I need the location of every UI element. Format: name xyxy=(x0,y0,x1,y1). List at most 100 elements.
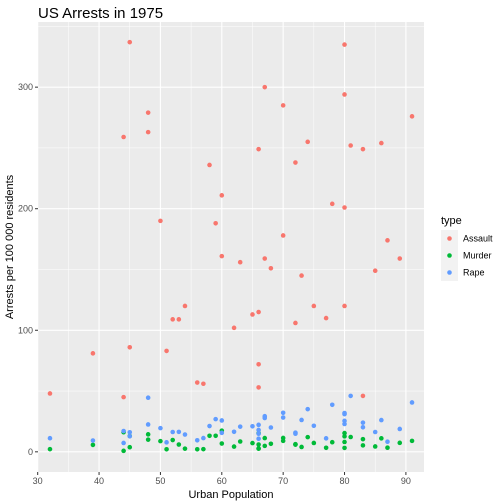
assault-point xyxy=(90,351,96,356)
assault-point xyxy=(293,320,298,326)
rape-point xyxy=(182,432,188,437)
rape-point xyxy=(256,436,261,441)
assault-point xyxy=(219,253,225,259)
murder-point xyxy=(262,435,268,441)
plot-panel xyxy=(38,22,424,472)
legend-label-rape: Rape xyxy=(463,268,485,278)
murder-point xyxy=(213,433,218,439)
assault-point xyxy=(342,205,347,210)
rape-point xyxy=(170,429,176,435)
rape-point xyxy=(250,423,255,429)
rape-point xyxy=(164,440,169,445)
rape-point xyxy=(127,429,133,435)
rape-point xyxy=(158,425,163,431)
assault-point xyxy=(213,220,218,226)
rape-point xyxy=(348,393,353,399)
legend-swatch-rape xyxy=(447,270,452,275)
rape-point xyxy=(305,406,311,412)
x-tick-label: 90 xyxy=(401,476,411,486)
rape-point xyxy=(127,433,133,439)
rape-point xyxy=(213,416,218,422)
assault-point xyxy=(342,303,347,309)
assault-point xyxy=(280,233,286,238)
assault-point xyxy=(360,146,366,152)
rape-point xyxy=(256,431,261,437)
legend-label-assault: Assault xyxy=(463,234,493,244)
assault-point xyxy=(182,303,188,309)
rape-point xyxy=(342,418,347,424)
rape-point xyxy=(256,427,261,433)
assault-point xyxy=(262,256,268,261)
murder-point xyxy=(342,439,347,445)
murder-point xyxy=(311,440,317,446)
murder-point xyxy=(262,443,268,449)
rape-point xyxy=(372,429,378,435)
rape-point xyxy=(207,423,212,429)
minor-gridlines xyxy=(38,22,424,472)
assault-point xyxy=(127,39,133,45)
murder-point xyxy=(201,446,206,452)
murder-point xyxy=(299,444,304,450)
rape-point xyxy=(342,421,347,427)
murder-point xyxy=(127,444,133,450)
y-tick-label: 0 xyxy=(28,447,33,457)
rape-point xyxy=(121,428,126,434)
assault-point xyxy=(329,201,335,207)
rape-point xyxy=(176,429,182,435)
rape-point xyxy=(385,439,390,445)
y-tick-label: 100 xyxy=(18,325,33,335)
rape-point xyxy=(329,402,335,408)
murder-point xyxy=(237,439,243,444)
legend-title: type xyxy=(441,215,462,227)
assault-point xyxy=(194,380,200,385)
murder-point xyxy=(360,443,366,448)
rape-point xyxy=(268,425,274,430)
x-tick-label: 50 xyxy=(155,476,165,486)
murder-point xyxy=(182,446,188,451)
rape-point xyxy=(90,438,96,443)
x-tick-label: 80 xyxy=(340,476,350,486)
y-axis-title: Arrests per 100 000 residents xyxy=(4,174,16,319)
rape-point xyxy=(219,430,225,436)
assault-point xyxy=(256,309,261,315)
assault-point xyxy=(207,162,212,168)
murder-point xyxy=(342,430,347,436)
murder-point xyxy=(250,440,255,446)
rape-point xyxy=(323,436,329,441)
y-tick-label: 200 xyxy=(18,204,33,214)
assault-point xyxy=(262,84,268,90)
rape-point xyxy=(256,422,261,428)
murder-point xyxy=(329,439,335,445)
assault-point xyxy=(121,134,126,140)
assault-point xyxy=(379,140,384,146)
assault-point xyxy=(323,315,329,321)
assault-point xyxy=(342,42,347,47)
rape-point xyxy=(262,413,268,419)
murder-point xyxy=(342,445,347,451)
murder-point xyxy=(170,437,176,443)
x-tick-label: 30 xyxy=(33,476,43,486)
rape-point xyxy=(293,431,298,437)
chart-title: US Arrests in 1975 xyxy=(38,5,163,22)
assault-point xyxy=(237,259,243,265)
legend: type Assault Murder Rape xyxy=(441,215,493,281)
murder-point xyxy=(90,442,96,448)
assault-point xyxy=(293,160,298,165)
murder-point xyxy=(121,448,126,454)
assault-point xyxy=(127,344,133,350)
rape-point xyxy=(299,417,304,423)
murder-point xyxy=(348,434,353,440)
assault-point xyxy=(145,110,151,115)
assault-point xyxy=(348,143,353,148)
murder-point xyxy=(379,436,384,441)
rape-point xyxy=(219,418,225,423)
rape-point xyxy=(145,395,151,401)
murder-point xyxy=(231,444,237,449)
murder-point xyxy=(256,442,261,447)
assault-point xyxy=(170,317,176,322)
legend-swatch-assault xyxy=(447,236,452,241)
assault-point xyxy=(256,385,261,390)
assault-point xyxy=(409,114,415,119)
x-tick-label: 60 xyxy=(217,476,227,486)
assault-point xyxy=(145,129,151,135)
